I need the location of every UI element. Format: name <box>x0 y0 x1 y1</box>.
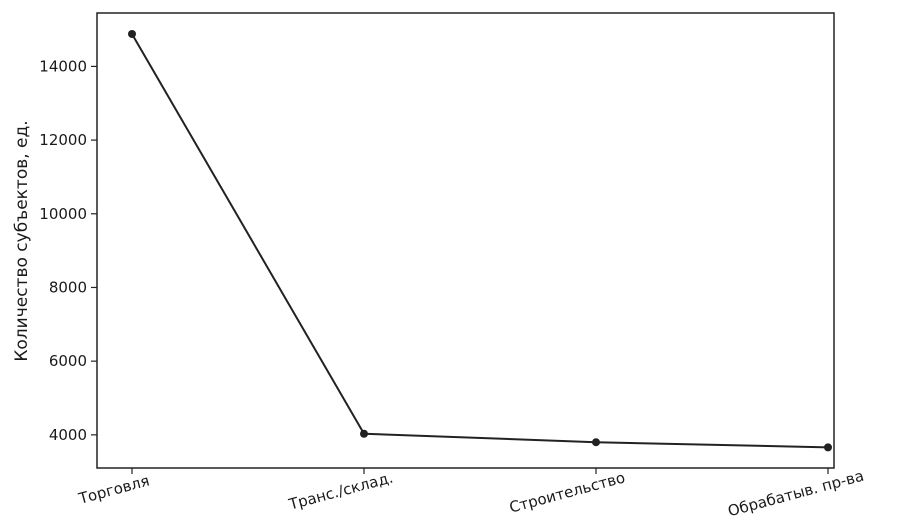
x-tick-label: Торговля <box>76 472 152 508</box>
x-axis-ticks: Торговля Транс./склад. Строительство Обраба… <box>76 467 866 521</box>
y-tick-label: 8000 <box>49 278 87 296</box>
y-tick-label: 4000 <box>49 426 87 444</box>
x-tick-label: Транс./склад. <box>286 468 395 513</box>
series-line <box>131 33 829 449</box>
y-axis-ticks: 4000 6000 8000 10000 12000 14000 <box>39 57 97 444</box>
x-tick-label: Строительство <box>507 468 627 516</box>
data-point <box>592 438 600 447</box>
data-point <box>824 443 832 452</box>
data-point <box>128 30 136 38</box>
y-axis-label: Количество субъектов, ед. <box>12 120 32 361</box>
y-tick-label: 6000 <box>49 352 87 370</box>
plot-frame <box>96 12 835 469</box>
series-group <box>128 30 832 452</box>
x-tick-label: Обрабатыв. пр-ва <box>726 467 866 521</box>
y-tick-label: 14000 <box>39 57 87 75</box>
plot-area <box>97 13 834 468</box>
data-point <box>360 429 368 438</box>
y-tick-label: 12000 <box>39 131 87 149</box>
y-tick-label: 10000 <box>39 205 87 223</box>
